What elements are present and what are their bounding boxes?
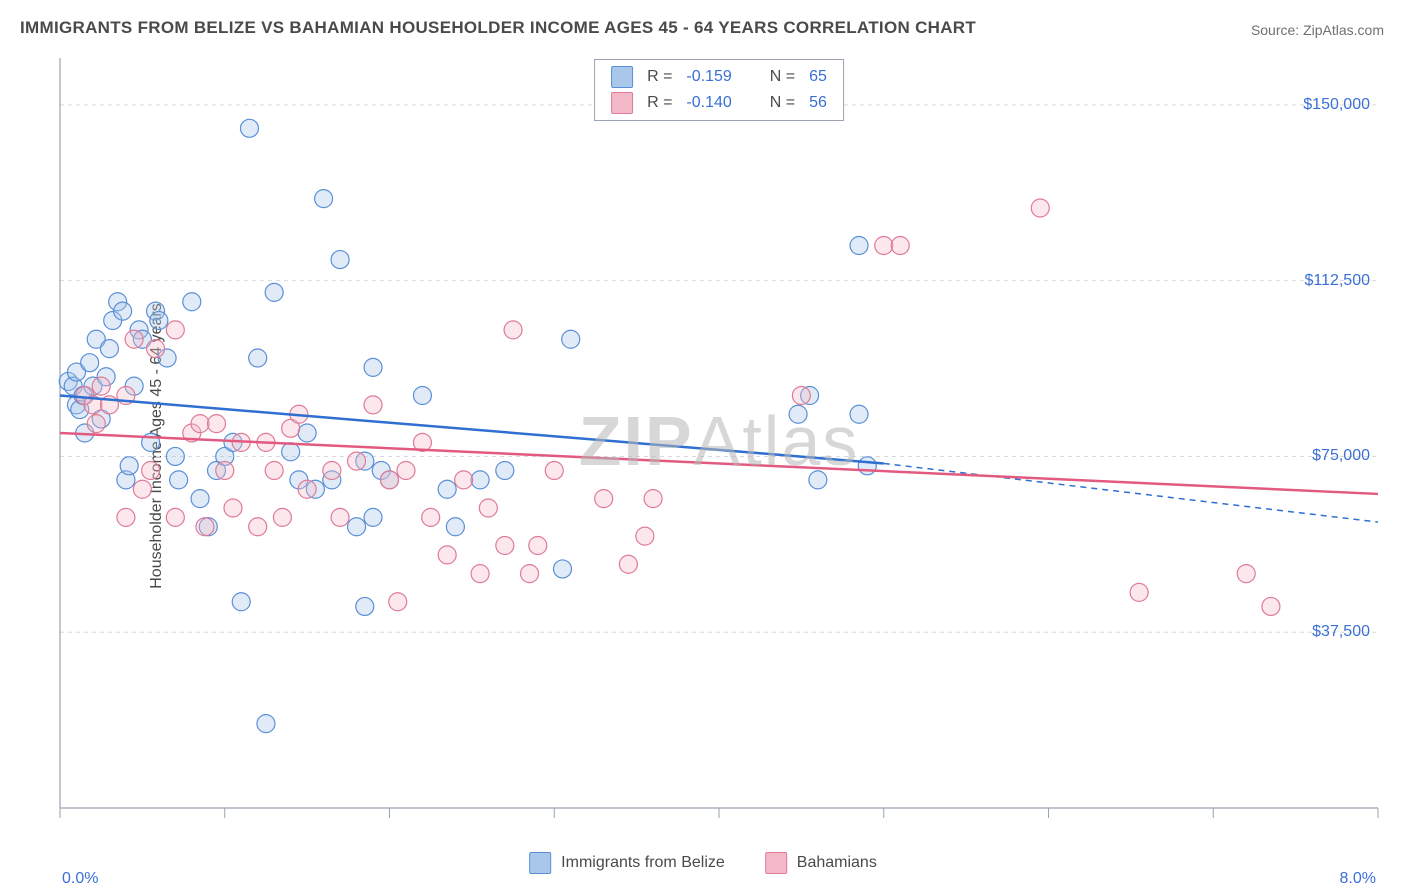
legend-swatch-2 <box>611 92 633 114</box>
source-prefix: Source: <box>1251 22 1303 38</box>
y-tick-label: $37,500 <box>1312 623 1370 641</box>
y-tick-label: $150,000 <box>1303 96 1370 114</box>
r-label: R = <box>647 94 672 112</box>
legend-swatch-2b <box>765 852 787 874</box>
r-label: R = <box>647 68 672 86</box>
n-label: N = <box>770 94 795 112</box>
y-tick-label: $112,500 <box>1304 272 1370 290</box>
plot-area: ZIPAtlas R = -0.159 N = 65 R = -0.140 N … <box>56 56 1382 826</box>
n-value-1: 65 <box>809 68 827 86</box>
legend-item-1: Immigrants from Belize <box>529 852 725 874</box>
legend-swatch-1 <box>611 66 633 88</box>
y-tick-label: $75,000 <box>1312 447 1370 465</box>
legend-label-1: Immigrants from Belize <box>561 854 725 872</box>
source-link[interactable]: ZipAtlas.com <box>1303 22 1384 38</box>
x-axis-max-label: 8.0% <box>1340 870 1376 888</box>
legend-item-2: Bahamians <box>765 852 877 874</box>
legend-label-2: Bahamians <box>797 854 877 872</box>
r-value-2: -0.140 <box>686 94 731 112</box>
legend-row-series-2: R = -0.140 N = 56 <box>611 92 827 114</box>
legend-row-series-1: R = -0.159 N = 65 <box>611 66 827 88</box>
source-attribution: Source: ZipAtlas.com <box>1251 22 1384 38</box>
n-value-2: 56 <box>809 94 827 112</box>
series-legend: Immigrants from Belize Bahamians <box>529 852 877 874</box>
legend-swatch-1b <box>529 852 551 874</box>
chart-title: IMMIGRANTS FROM BELIZE VS BAHAMIAN HOUSE… <box>20 18 976 38</box>
scatter-plot-svg <box>56 56 1382 826</box>
correlation-legend: R = -0.159 N = 65 R = -0.140 N = 56 <box>594 59 844 121</box>
r-value-1: -0.159 <box>686 68 731 86</box>
x-axis-min-label: 0.0% <box>62 870 98 888</box>
n-label: N = <box>770 68 795 86</box>
